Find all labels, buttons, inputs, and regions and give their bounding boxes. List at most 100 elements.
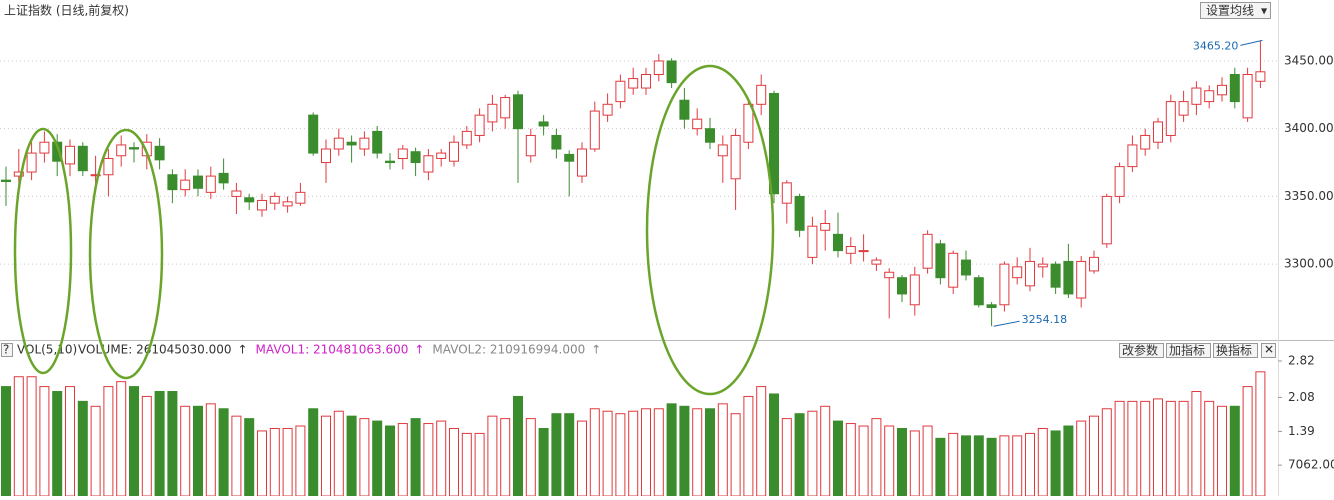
volume-bar <box>692 408 703 497</box>
indicator-button[interactable] <box>1119 343 1164 358</box>
volume-bar <box>1089 415 1099 497</box>
volume-bar <box>231 415 242 497</box>
volume-bar <box>346 415 357 497</box>
candle-body <box>820 223 831 231</box>
indicator-button-label[interactable]: 加指标 <box>1169 343 1205 358</box>
candle-body <box>500 97 511 119</box>
volume-bar <box>116 381 127 497</box>
indicator-button-label[interactable]: 换指标 <box>1216 343 1252 358</box>
candle-body <box>449 141 459 162</box>
candle-body <box>602 103 613 116</box>
volume-bar <box>180 405 191 497</box>
legend-arrow: ↑ <box>414 343 424 357</box>
volume-bar <box>103 386 114 497</box>
y-tick-label: 3450.00 <box>1284 53 1334 67</box>
volume-bar <box>1025 432 1035 497</box>
volume-bar <box>423 423 434 497</box>
volume-bar <box>551 413 562 497</box>
volume-bar <box>308 408 319 497</box>
close-icon[interactable]: ✕ <box>1264 343 1274 357</box>
ma-button-label[interactable]: 设置均线 <box>1206 4 1254 18</box>
ma-button[interactable] <box>1200 2 1271 19</box>
volume-bar <box>205 403 216 497</box>
candle-body <box>129 147 139 150</box>
volume-bar <box>717 403 728 497</box>
volume-bar <box>999 435 1010 497</box>
help-button[interactable] <box>1 343 13 357</box>
candle-body <box>231 190 242 197</box>
volume-bar <box>577 420 587 497</box>
candle-body <box>564 153 575 162</box>
candle-body <box>205 175 216 193</box>
candle-body <box>653 60 664 76</box>
y-tick-label: 3350.00 <box>1284 189 1334 203</box>
volume-bar <box>193 405 203 497</box>
volume-bar <box>52 391 63 497</box>
volume-bar <box>564 413 575 497</box>
indicator-button[interactable] <box>1166 343 1211 358</box>
ellipse <box>88 128 164 380</box>
candle-body <box>884 271 895 279</box>
candle-body <box>922 233 933 269</box>
volume-bar <box>1101 408 1112 497</box>
annotation-label: 3465.20 <box>1193 39 1239 52</box>
volume-bar <box>487 415 498 497</box>
candle-body <box>1025 260 1035 287</box>
candle-body <box>308 114 319 154</box>
volume-bar <box>1076 420 1087 497</box>
help-label[interactable]: ? <box>3 343 9 357</box>
volume-bar <box>77 400 88 497</box>
volume-bar <box>973 435 984 497</box>
volume-bar <box>705 408 715 497</box>
volume-bar <box>666 403 677 497</box>
volume-bar <box>449 427 459 497</box>
volume-bar <box>807 410 818 497</box>
candle-body <box>1217 84 1227 96</box>
candle-body <box>717 144 728 157</box>
volume-bar <box>1165 400 1176 497</box>
legend-entry: MAVOL2: 210916994.000 <box>432 343 585 357</box>
legend-arrow: ↑ <box>238 343 248 357</box>
volume-bar <box>538 427 549 497</box>
volume-bar <box>1037 427 1048 497</box>
indicator-button[interactable] <box>1213 343 1258 358</box>
candle-body <box>577 148 587 177</box>
volume-bar <box>820 405 831 497</box>
dropdown-arrow[interactable]: ▼ <box>1261 7 1268 16</box>
volume-bar <box>602 410 613 497</box>
volume-bar <box>858 425 869 497</box>
candle-body <box>961 259 971 276</box>
volume-bar <box>743 395 754 497</box>
candle-body <box>973 277 984 306</box>
volume-bar <box>615 413 626 497</box>
candle-body <box>1076 260 1087 299</box>
volume-bar <box>385 425 395 497</box>
volume-bar <box>679 405 690 497</box>
indicator-button-label[interactable]: 改参数 <box>1122 343 1158 358</box>
volume-bar <box>730 413 741 497</box>
candle-body <box>1153 121 1163 143</box>
volume-bar <box>525 418 536 497</box>
candle-body <box>103 157 114 176</box>
volume-bar <box>1178 400 1189 497</box>
candle-body <box>26 152 37 173</box>
volume-bar <box>513 395 523 497</box>
volume-bar <box>26 376 37 497</box>
close-button[interactable] <box>1261 343 1276 358</box>
volume-bar <box>282 427 293 497</box>
candle-body <box>423 155 434 173</box>
candle-body <box>474 114 485 136</box>
legend-entry: MAVOL1: 210481063.600 <box>256 343 409 357</box>
candle-body <box>39 141 50 154</box>
volume-bar <box>1217 405 1227 497</box>
candle-body <box>948 252 959 288</box>
candle-body <box>180 179 191 191</box>
volume-bar <box>897 427 907 497</box>
candle-body <box>116 144 127 157</box>
candle-body <box>321 148 331 164</box>
ellipse <box>13 127 73 375</box>
volume-bar <box>218 408 229 497</box>
candle-body <box>781 182 792 204</box>
candle-body <box>692 118 703 130</box>
